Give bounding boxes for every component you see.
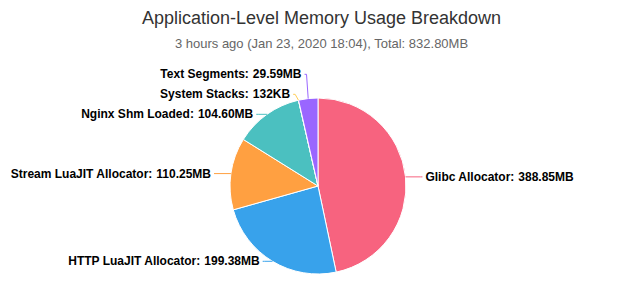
leader-line [263, 261, 273, 262]
leader-line [256, 114, 267, 115]
data-label: System Stacks:132KB [160, 87, 290, 101]
leader-line [293, 94, 298, 100]
label-category: Text Segments [160, 67, 245, 81]
data-labels: Glibc Allocator:388.85MBHTTP LuaJIT Allo… [11, 67, 574, 268]
label-value: 29.59MB [253, 67, 302, 81]
label-separator: : [148, 167, 152, 181]
label-separator: : [196, 254, 200, 268]
data-label: Glibc Allocator:388.85MB [425, 170, 574, 184]
label-separator: : [510, 170, 514, 184]
label-value: 199.38MB [204, 254, 260, 268]
data-label: Stream LuaJIT Allocator:110.25MB [11, 167, 212, 181]
label-value: 388.85MB [518, 170, 574, 184]
label-category: Stream LuaJIT Allocator [11, 167, 149, 181]
label-value: 104.60MB [198, 107, 254, 121]
label-value: 132KB [253, 87, 291, 101]
leader-line [406, 176, 423, 177]
label-separator: : [245, 87, 249, 101]
pie [230, 98, 406, 274]
title: Application-Level Memory Usage Breakdown [142, 8, 501, 28]
data-label: Text Segments:29.59MB [160, 67, 301, 81]
subtitle: 3 hours ago (Jan 23, 2020 18:04), Total:… [175, 36, 468, 51]
data-label: HTTP LuaJIT Allocator:199.38MB [68, 254, 260, 268]
label-category: Glibc Allocator [425, 170, 510, 184]
slice [318, 98, 406, 272]
label-separator: : [190, 107, 194, 121]
chart: Application-Level Memory Usage Breakdown… [0, 0, 643, 300]
label-value: 110.25MB [156, 167, 211, 181]
label-separator: : [245, 67, 249, 81]
slice [299, 98, 318, 186]
label-category: HTTP LuaJIT Allocator [68, 254, 196, 268]
leader-line [305, 74, 309, 98]
label-category: System Stacks [160, 87, 245, 101]
data-label: Nginx Shm Loaded:104.60MB [81, 107, 253, 121]
leader-line [214, 173, 231, 174]
label-category: Nginx Shm Loaded [81, 107, 190, 121]
